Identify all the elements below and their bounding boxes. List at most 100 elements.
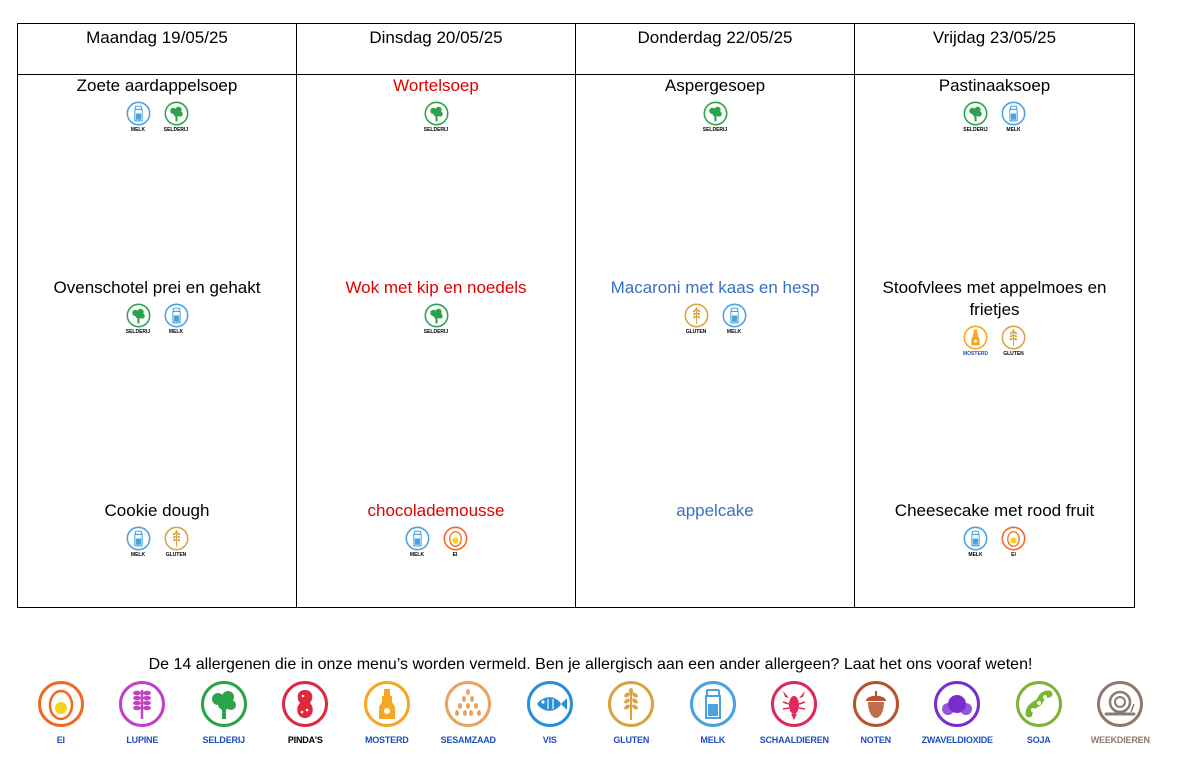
legend-label: GLUTEN [613,735,650,745]
allergen-icon-label: GLUTEN [685,329,707,335]
allergen-icons: MELK SELDERIJ [36,101,278,134]
mustard-icon [363,680,411,733]
milk-icon [689,680,737,733]
soup-name: Pastinaaksoep [938,76,1051,95]
milk-icon: MELK [163,303,189,336]
allergen-icons: MELK EI [873,526,1116,559]
celery-icon: SELDERIJ [423,101,449,134]
day-header: Maandag 19/05/25 [18,24,296,75]
wheat-icon: GLUTEN [683,303,709,336]
dessert-name: Cheesecake met rood fruit [894,501,1095,520]
legend-item-weekdieren: WEEKDIEREN [1080,680,1162,745]
dessert-name: appelcake [676,501,754,520]
fish-icon [526,680,574,733]
legend-item-schaaldieren: SCHAALDIEREN [754,680,836,745]
main-dish: Macaroni met kaas en hesp GLUTEN MELK [576,277,854,336]
celery-icon: SELDERIJ [702,101,728,134]
nut-icon [852,680,900,733]
allergen-icon-label: MELK [968,552,983,558]
allergen-icon-label: EI [452,552,458,558]
egg-icon: EI [442,526,468,559]
main-name: Ovenschotel prei en gehakt [53,278,261,297]
legend-item-lupine: LUPINE [102,680,184,745]
egg-icon [37,680,85,733]
legend-label: MELK [700,735,726,745]
legend-label: WEEKDIEREN [1090,735,1150,745]
milk-icon: MELK [125,526,151,559]
dessert-dish: chocolademousse MELK EI [297,500,575,559]
peanut-icon [281,680,329,733]
legend-label: LUPINE [126,735,159,745]
legend-label: VIS [542,735,557,745]
lupine-icon [118,680,166,733]
celery-icon: SELDERIJ [125,303,151,336]
allergen-icon-label: SELDERIJ [423,329,449,335]
main-name: Wok met kip en noedels [345,278,527,297]
allergen-icon-label: EI [1011,552,1016,558]
day-header: Vrijdag 23/05/25 [855,24,1134,75]
allergen-icon-label: MELK [130,552,146,558]
milk-icon: MELK [404,526,430,559]
dessert-name: Cookie dough [104,501,210,520]
legend-label: ZWAVELDIOXIDE [921,735,993,745]
dessert-dish: Cookie dough MELK GLUTEN [18,500,296,559]
allergen-icons: MOSTERD GLUTEN [873,325,1116,358]
legend-item-melk: MELK [672,680,754,745]
allergen-icons: GLUTEN MELK [594,303,836,336]
milk-icon: MELK [721,303,747,336]
day-header: Dinsdag 20/05/25 [297,24,575,75]
allergen-icon-label: GLUTEN [1003,351,1024,357]
legend-label: PINDA'S [287,735,323,745]
soup-name: Zoete aardappelsoep [76,76,238,95]
main-name: Stoofvlees met appelmoes en frietjes [882,278,1107,319]
allergen-icons: MELK EI [315,526,557,559]
sesame-icon [444,680,492,733]
legend-item-noten: NOTEN [835,680,917,745]
allergen-icon-label: MELK [168,329,184,335]
wheat-icon: GLUTEN [163,526,189,559]
allergen-icon-label: GLUTEN [165,552,187,558]
legend-label: SESAMZAAD [440,735,496,745]
allergen-icons: SELDERIJ [315,101,557,134]
main-dish: Wok met kip en noedels SELDERIJ [297,277,575,336]
molecule-icon [933,680,981,733]
allergen-icon-label: MELK [409,552,425,558]
main-name: Macaroni met kaas en hesp [610,278,820,297]
allergen-icons: SELDERIJ [315,303,557,336]
allergen-icon-label: MELK [726,329,742,335]
soup-name: Aspergesoep [664,76,766,95]
day-column: Maandag 19/05/25 Zoete aardappelsoep MELK S… [18,24,297,607]
day-column: Vrijdag 23/05/25 Pastinaaksoep SELDERIJ MEL… [855,24,1134,607]
allergen-legend-title: De 14 allergenen die in onze menu’s word… [148,656,1033,673]
legend-item-zwaveldioxide: ZWAVELDIOXIDE [917,680,999,745]
allergen-icon-label: SELDERIJ [125,329,151,335]
wheat-icon: GLUTEN [1001,325,1027,358]
day-column: Dinsdag 20/05/25 Wortelsoep SELDERIJ Wok me… [297,24,576,607]
celery-icon: SELDERIJ [163,101,189,134]
allergen-icons: SELDERIJ [594,101,836,134]
legend-item-selderij: SELDERIJ [183,680,265,745]
allergen-icon-label: MELK [130,127,146,133]
snail-icon [1096,680,1144,733]
allergen-icon-label: SELDERIJ [423,127,449,133]
celery-icon: SELDERIJ [423,303,449,336]
celery-icon: SELDERIJ [963,101,989,134]
soup-dish: Wortelsoep SELDERIJ [297,75,575,134]
legend-label: SELDERIJ [202,735,246,745]
legend-item-pindas: PINDA'S [265,680,347,745]
legend-item-mosterd: MOSTERD [346,680,428,745]
lobster-icon [770,680,818,733]
egg-icon: EI [1001,526,1027,559]
day-header: Donderdag 22/05/25 [576,24,854,75]
soy-icon [1015,680,1063,733]
legend-item-sesamzaad: SESAMZAAD [428,680,510,745]
allergen-icons: SELDERIJ MELK [873,101,1116,134]
legend-label: NOTEN [860,735,891,745]
weekly-menu-table: Maandag 19/05/25 Zoete aardappelsoep MELK S… [17,23,1135,608]
milk-icon: MELK [125,101,151,134]
allergen-icons: MELK GLUTEN [36,526,278,559]
dessert-name: chocolademousse [367,501,505,520]
allergen-icons: SELDERIJ MELK [36,303,278,336]
dessert-dish: appelcake [576,500,854,522]
milk-icon: MELK [963,526,989,559]
